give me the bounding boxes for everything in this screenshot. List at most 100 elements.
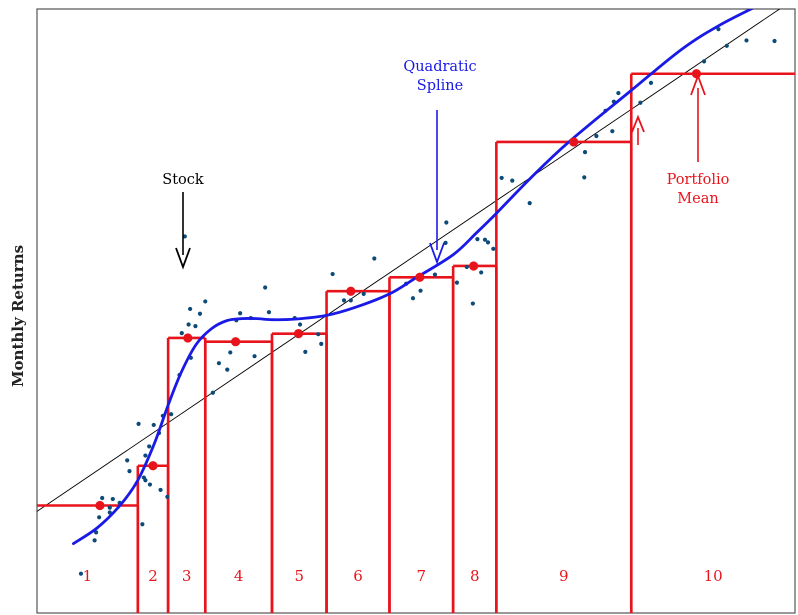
stock-point	[193, 324, 198, 329]
portfolio-label-4: 4	[234, 567, 244, 585]
stock-point	[319, 341, 324, 346]
stock-point	[616, 90, 621, 96]
stock-point	[610, 129, 615, 134]
portfolio-label-2: 2	[148, 567, 158, 585]
stock-point	[147, 444, 152, 449]
portfolio-label-3: 3	[182, 567, 192, 585]
stock-point	[772, 38, 777, 44]
stock-points-layer	[78, 27, 777, 576]
stock-point	[701, 59, 707, 64]
portfolio-labels-layer: 1 2 3 4 5 6 7 8 9 10	[83, 567, 723, 585]
stock-point	[582, 175, 587, 180]
quadratic-spline-curve	[71, 9, 755, 546]
portfolio-means-layer	[95, 69, 702, 511]
stock-point	[454, 280, 460, 285]
stock-point	[479, 270, 484, 275]
stock-point	[107, 505, 112, 510]
stock-point	[744, 38, 749, 43]
stock-point	[186, 322, 191, 327]
portfolio-steps-layer	[37, 72, 795, 613]
stock-point	[341, 298, 347, 303]
stock-point	[140, 522, 145, 527]
portfolio-label-7: 7	[417, 567, 427, 585]
stock-point	[482, 237, 488, 242]
plot-frame	[36, 8, 796, 614]
portfolio-mean-5	[293, 329, 304, 339]
stock-point	[594, 133, 599, 139]
portfolio-mean-8	[469, 261, 479, 271]
stock-point	[110, 496, 115, 502]
spline-annotation-line2: Spline	[417, 78, 463, 94]
portfolio-mean-9	[569, 137, 579, 147]
stock-point	[297, 322, 303, 327]
stock-point	[266, 310, 272, 315]
portfolio-annotation-line2: Mean	[677, 191, 718, 207]
stock-point	[136, 421, 141, 426]
portfolio-label-6: 6	[353, 567, 363, 585]
portfolio-mean-7	[415, 272, 425, 282]
stock-point	[510, 178, 515, 183]
stock-point	[716, 27, 721, 32]
stock-point	[348, 298, 353, 303]
spline-annotation: Quadratic Spline	[403, 59, 477, 265]
stock-point	[470, 301, 475, 306]
stock-annotation: Stock	[162, 172, 204, 270]
y-axis-label: Monthly Returns	[9, 245, 27, 387]
portfolio-mean-6	[346, 286, 356, 296]
regression-line	[37, 9, 781, 512]
portfolio-label-1: 1	[83, 567, 93, 585]
stock-point	[228, 350, 233, 355]
stock-point	[527, 201, 532, 206]
stock-annotation-label: Stock	[162, 172, 204, 188]
stock-point	[179, 331, 184, 336]
stock-point	[203, 299, 208, 304]
stock-point	[648, 80, 654, 85]
stock-point	[94, 530, 99, 535]
stock-point	[263, 285, 268, 290]
portfolio-label-8: 8	[470, 567, 480, 585]
stock-point	[330, 271, 335, 277]
stock-point	[143, 453, 148, 458]
stock-point	[92, 538, 97, 543]
spline-layer	[71, 9, 755, 546]
stock-point	[361, 291, 366, 297]
portfolio-mean-3	[183, 333, 193, 343]
stock-point	[125, 458, 130, 463]
stock-point	[127, 469, 132, 474]
stock-point	[303, 349, 308, 355]
stock-point	[464, 264, 469, 270]
stock-point	[491, 246, 496, 251]
stock-point	[485, 240, 491, 245]
stock-point	[188, 306, 193, 312]
regression-line-layer	[37, 9, 781, 512]
stock-point	[165, 494, 170, 499]
stock-point	[78, 571, 84, 576]
stock-point	[151, 422, 156, 428]
stock-point	[210, 390, 215, 395]
stock-point	[216, 361, 222, 366]
stock-point	[225, 367, 230, 372]
stock-point	[197, 311, 203, 316]
stock-point	[475, 237, 480, 242]
stock-point	[724, 43, 729, 48]
stock-point	[582, 150, 588, 155]
portfolio-label-5: 5	[294, 567, 304, 585]
stock-point	[316, 332, 321, 337]
stock-point	[418, 288, 423, 293]
stock-point	[638, 100, 643, 105]
stock-point	[97, 515, 102, 520]
stock-point	[432, 272, 438, 277]
stock-arrow-head	[175, 247, 191, 270]
stock-point	[169, 412, 174, 417]
stock-point	[143, 478, 148, 483]
portfolio-arrow-head-b	[631, 114, 645, 133]
portfolio-label-10: 10	[704, 567, 723, 585]
spline-annotation-line1: Quadratic	[403, 59, 476, 75]
stock-point	[252, 354, 257, 359]
stock-point	[444, 220, 449, 225]
stock-point	[372, 256, 377, 261]
spline-arrow-head	[429, 242, 445, 265]
portfolio-arrow-head-a	[690, 73, 706, 96]
stock-point	[158, 487, 163, 493]
